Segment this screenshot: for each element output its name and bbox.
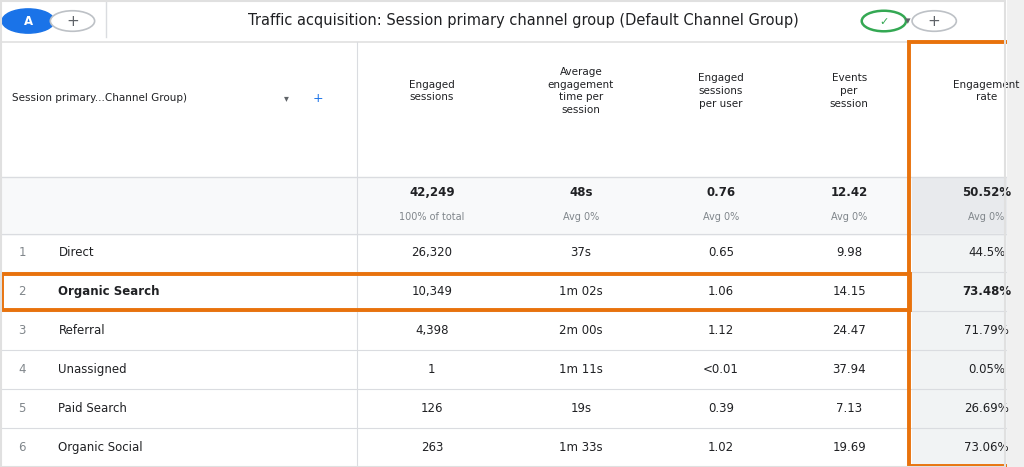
Text: 37s: 37s <box>570 247 591 260</box>
Bar <box>0 42 1007 177</box>
Text: Organic Social: Organic Social <box>58 441 143 454</box>
Text: 50.52%: 50.52% <box>962 186 1011 199</box>
Text: 44.5%: 44.5% <box>968 247 1006 260</box>
Text: ✓: ✓ <box>880 17 889 27</box>
Text: 1: 1 <box>18 247 26 260</box>
Text: 48s: 48s <box>569 186 593 199</box>
Text: 9.98: 9.98 <box>836 247 862 260</box>
Text: A: A <box>24 14 33 28</box>
Text: Engagement
rate: Engagement rate <box>953 80 1020 102</box>
Text: Direct: Direct <box>58 247 94 260</box>
Bar <box>0 177 1007 234</box>
Text: 1.12: 1.12 <box>708 324 734 337</box>
Text: 19s: 19s <box>570 402 592 415</box>
Text: 6: 6 <box>18 441 26 454</box>
Text: Events
per
session: Events per session <box>829 73 868 109</box>
Text: Average
engagement
time per
session: Average engagement time per session <box>548 67 614 115</box>
Bar <box>0 389 1007 428</box>
Text: 26.69%: 26.69% <box>965 402 1009 415</box>
Bar <box>912 177 1024 234</box>
Text: 26,320: 26,320 <box>412 247 453 260</box>
Bar <box>0 428 1007 467</box>
Text: Paid Search: Paid Search <box>58 402 127 415</box>
Text: 0.05%: 0.05% <box>968 363 1005 376</box>
Text: 37.94: 37.94 <box>833 363 866 376</box>
Text: 4: 4 <box>18 363 26 376</box>
Text: 0.76: 0.76 <box>707 186 735 199</box>
Text: 1.06: 1.06 <box>708 285 734 298</box>
Text: 100% of total: 100% of total <box>399 212 465 222</box>
Text: Engaged
sessions
per user: Engaged sessions per user <box>698 73 743 109</box>
Text: 19.69: 19.69 <box>833 441 866 454</box>
Text: 12.42: 12.42 <box>830 186 867 199</box>
Text: 1.02: 1.02 <box>708 441 734 454</box>
Circle shape <box>862 11 906 31</box>
Text: 3: 3 <box>18 324 26 337</box>
Bar <box>0 350 1007 389</box>
Text: Traffic acquisition: Session primary channel group (Default Channel Group): Traffic acquisition: Session primary cha… <box>248 13 799 28</box>
Text: ▾: ▾ <box>285 93 290 103</box>
Text: 126: 126 <box>421 402 443 415</box>
Circle shape <box>50 11 94 31</box>
Text: +: + <box>928 14 941 28</box>
Bar <box>0 272 1007 311</box>
Text: 42,249: 42,249 <box>409 186 455 199</box>
Text: Avg 0%: Avg 0% <box>702 212 739 222</box>
Text: 1m 11s: 1m 11s <box>559 363 603 376</box>
Text: Avg 0%: Avg 0% <box>563 212 599 222</box>
Text: 24.47: 24.47 <box>833 324 866 337</box>
Text: 14.15: 14.15 <box>833 285 866 298</box>
Text: 73.48%: 73.48% <box>962 285 1011 298</box>
Text: Avg 0%: Avg 0% <box>831 212 867 222</box>
Text: Organic Search: Organic Search <box>58 285 160 298</box>
Text: 2m 00s: 2m 00s <box>559 324 603 337</box>
Circle shape <box>2 9 54 33</box>
Circle shape <box>912 11 956 31</box>
Text: 0.39: 0.39 <box>708 402 734 415</box>
Text: 5: 5 <box>18 402 26 415</box>
Text: Engaged
sessions: Engaged sessions <box>409 80 455 102</box>
Text: 73.06%: 73.06% <box>965 441 1009 454</box>
Text: 1: 1 <box>428 363 435 376</box>
Bar <box>912 311 1024 350</box>
Text: +: + <box>312 92 324 105</box>
Bar <box>0 0 1007 42</box>
Bar <box>912 234 1024 272</box>
Text: ▾: ▾ <box>905 16 910 26</box>
Text: 1m 33s: 1m 33s <box>559 441 603 454</box>
Text: 263: 263 <box>421 441 443 454</box>
Bar <box>912 350 1024 389</box>
Bar <box>0 311 1007 350</box>
Text: 4,398: 4,398 <box>415 324 449 337</box>
Bar <box>912 272 1024 311</box>
Bar <box>912 428 1024 467</box>
Text: 7.13: 7.13 <box>836 402 862 415</box>
Text: 0.65: 0.65 <box>708 247 734 260</box>
Text: Session primary...Channel Group): Session primary...Channel Group) <box>12 93 187 103</box>
Text: +: + <box>67 14 79 28</box>
Text: <0.01: <0.01 <box>702 363 738 376</box>
Text: Unassigned: Unassigned <box>58 363 127 376</box>
Bar <box>912 389 1024 428</box>
Text: 10,349: 10,349 <box>412 285 453 298</box>
Text: 2: 2 <box>18 285 26 298</box>
Text: Referral: Referral <box>58 324 105 337</box>
Text: 71.79%: 71.79% <box>965 324 1009 337</box>
Text: Avg 0%: Avg 0% <box>969 212 1005 222</box>
Text: 1m 02s: 1m 02s <box>559 285 603 298</box>
Bar <box>0 234 1007 272</box>
